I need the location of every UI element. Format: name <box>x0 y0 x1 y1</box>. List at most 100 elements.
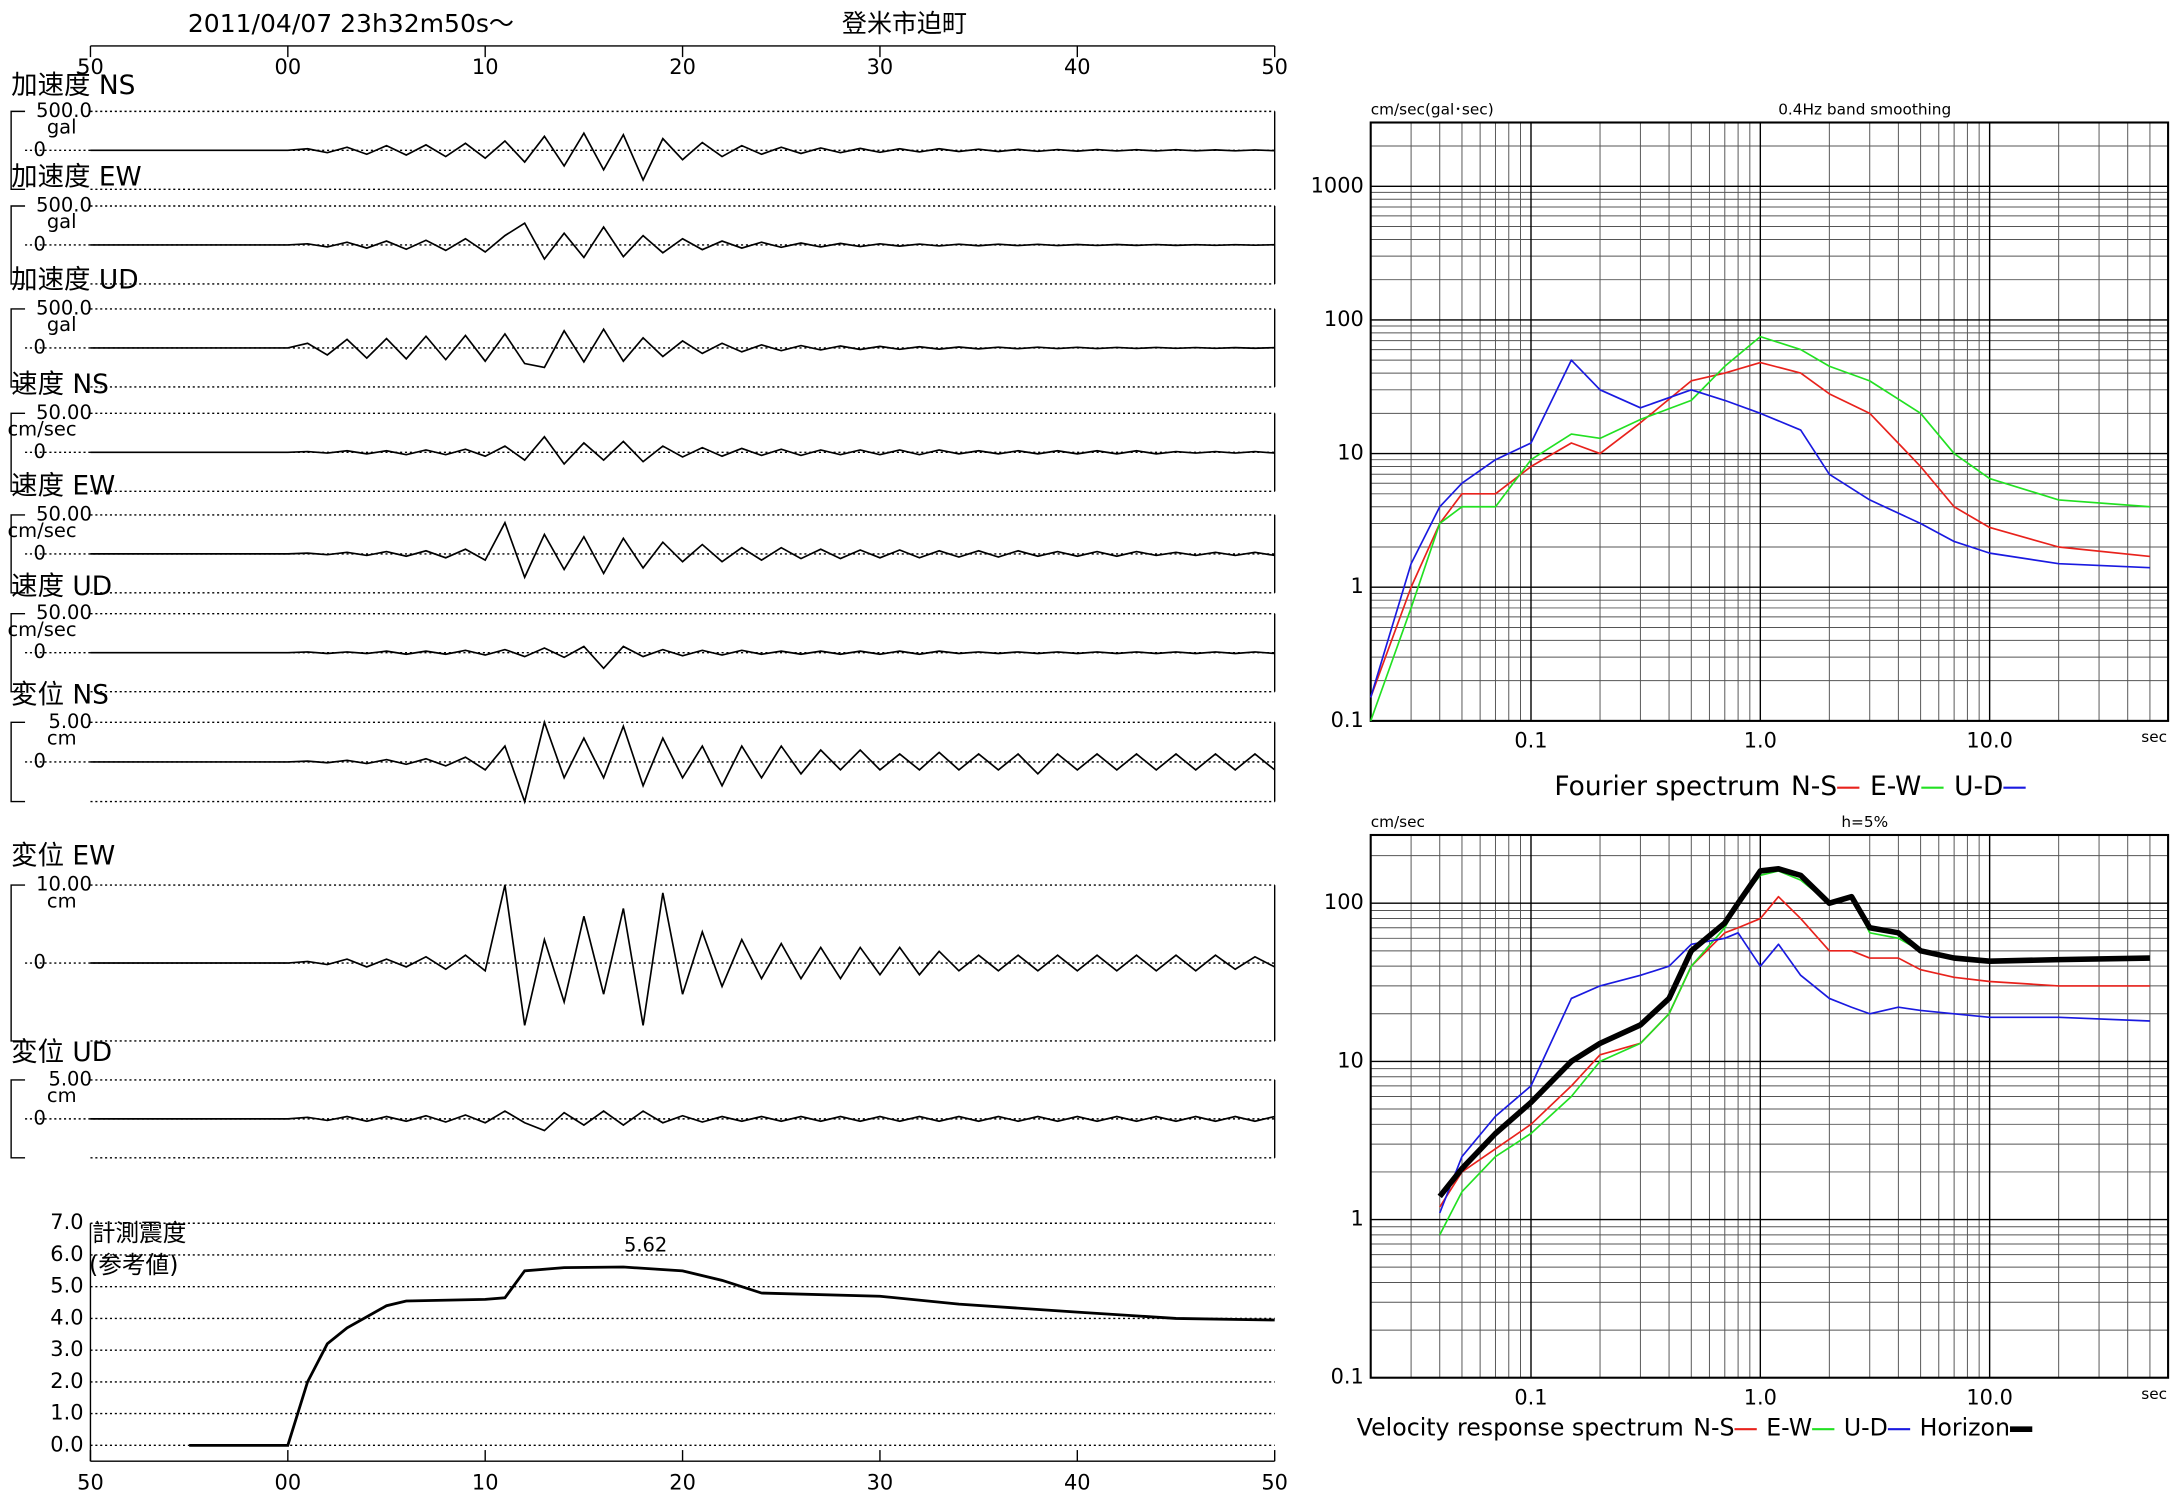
y-bracket <box>10 308 26 388</box>
record-datetime: 2011/04/07 23h32m50s〜 <box>188 9 514 38</box>
y-tick-label: 0 <box>34 541 46 564</box>
y-tick-label: 1 <box>1350 1207 1363 1231</box>
y-tick-label: 0 <box>34 951 46 974</box>
station-name: 登米市迫町 <box>842 9 967 38</box>
spectrum-line <box>1437 866 2150 1199</box>
y-tick-label: 5.00 <box>48 710 91 733</box>
y-tick-label: 0.1 <box>1331 708 1364 732</box>
panel-title: 加速度 UD <box>11 265 138 296</box>
y-tick-label: 1 <box>1350 574 1363 598</box>
y-tick-label: 100 <box>1324 307 1364 331</box>
waveform <box>90 520 1275 580</box>
x-tick-label: 10.0 <box>1966 729 2012 753</box>
legend-label: Horizon <box>1920 1414 2010 1442</box>
y-tick-label: 10 <box>1337 441 1364 465</box>
x-tick-label: 40 <box>1064 1470 1091 1494</box>
y-tick-label: 0 <box>34 440 46 463</box>
x-tick-label: 10 <box>472 55 499 79</box>
y-tick-label: 0 <box>34 138 46 161</box>
panel-title: 加速度 NS <box>11 70 135 101</box>
y-tick-label: 500.0 <box>36 296 92 319</box>
panel-title: 変位 NS <box>11 679 109 710</box>
y-bracket <box>10 721 26 803</box>
y-bracket <box>10 1079 26 1159</box>
y-tick-label: 1.0 <box>50 1401 83 1425</box>
waveform <box>90 131 1275 182</box>
legend-label: N-S <box>1791 771 1837 802</box>
spectrum-line <box>1369 335 2150 722</box>
y-tick-label: 50.00 <box>36 401 92 424</box>
panel-title: 変位 UD <box>11 1037 112 1068</box>
y-tick-label: 0.0 <box>50 1432 83 1456</box>
y-unit: gal <box>47 210 77 233</box>
y-unit: gal <box>47 116 77 139</box>
x-tick-label: 40 <box>1064 55 1091 79</box>
y-tick-label: 10 <box>1337 1048 1364 1072</box>
panel-title: 加速度 EW <box>11 162 142 193</box>
y-bracket <box>10 205 26 285</box>
x-tick-label: 20 <box>669 1470 696 1494</box>
y-tick-label: 0 <box>34 749 46 772</box>
y-tick-label: 50.00 <box>36 502 92 525</box>
y-tick-label: 5.0 <box>50 1274 83 1298</box>
y-tick-label: 2.0 <box>50 1369 83 1393</box>
y-tick-label: 6.0 <box>50 1242 83 1266</box>
x-tick-label: 30 <box>867 55 894 79</box>
y-unit: cm/sec <box>7 618 76 641</box>
y-tick-label: 4.0 <box>50 1305 83 1329</box>
chart-subtitle: (参考値) <box>89 1251 178 1279</box>
legend-label: E-W <box>1766 1414 1812 1442</box>
chart-subtitle: h=5% <box>1841 813 1888 831</box>
waveform <box>90 645 1275 670</box>
y-bracket <box>10 613 26 693</box>
x-tick-label: 50 <box>1261 1470 1288 1494</box>
panel-title: 速度 UD <box>11 571 112 602</box>
waveform <box>90 1110 1275 1132</box>
x-tick-label: 50 <box>1261 55 1288 79</box>
y-tick-label: 100 <box>1324 890 1364 914</box>
y-bracket <box>10 412 26 492</box>
y-tick-label: 0 <box>34 1106 46 1129</box>
y-unit: cm <box>47 889 77 912</box>
y-unit: cm <box>47 726 77 749</box>
y-unit: cm/sec <box>1371 813 1425 831</box>
panel-title: 速度 EW <box>11 471 115 502</box>
legend-title: Fourier spectrum <box>1554 771 1780 802</box>
legend-label: E-W <box>1870 771 1921 802</box>
y-unit: cm/sec <box>7 418 76 441</box>
waveform <box>90 435 1275 466</box>
peak-label: 5.62 <box>624 1234 667 1257</box>
plot-frame <box>1369 121 2170 722</box>
legend-label: U-D <box>1844 1414 1888 1442</box>
spectrum-line <box>1369 359 2150 698</box>
x-unit: sec <box>2141 1385 2167 1403</box>
y-bracket <box>10 514 26 594</box>
y-tick-label: 7.0 <box>50 1210 83 1234</box>
y-tick-label: 10.00 <box>36 873 92 896</box>
y-bracket <box>10 110 26 190</box>
plot-frame <box>1369 833 2170 1379</box>
x-unit: sec <box>2141 728 2167 746</box>
y-tick-label: 500.0 <box>36 194 92 217</box>
y-unit: cm/sec <box>7 519 76 542</box>
x-tick-label: 10.0 <box>1966 1386 2012 1410</box>
x-tick-label: 1.0 <box>1744 1386 1777 1410</box>
y-tick-label: 50.00 <box>36 601 92 624</box>
legend-label: U-D <box>1954 771 2003 802</box>
x-tick-label: 1.0 <box>1744 729 1777 753</box>
x-tick-label: 0.1 <box>1514 1386 1547 1410</box>
waveform <box>90 327 1275 369</box>
spectrum-line <box>1438 931 2150 1214</box>
x-tick-label: 10 <box>472 1470 499 1494</box>
x-tick-label: 30 <box>867 1470 894 1494</box>
spectrum-line <box>1369 361 2151 698</box>
panel-title: 変位 EW <box>11 841 115 872</box>
y-tick-label: 0.1 <box>1331 1365 1364 1389</box>
y-unit: cm <box>47 1084 77 1107</box>
x-tick-label: 00 <box>275 55 302 79</box>
y-bracket <box>10 884 26 1042</box>
waveform <box>90 719 1276 805</box>
y-tick-label: 0 <box>34 640 46 663</box>
y-tick-label: 0 <box>34 335 46 358</box>
